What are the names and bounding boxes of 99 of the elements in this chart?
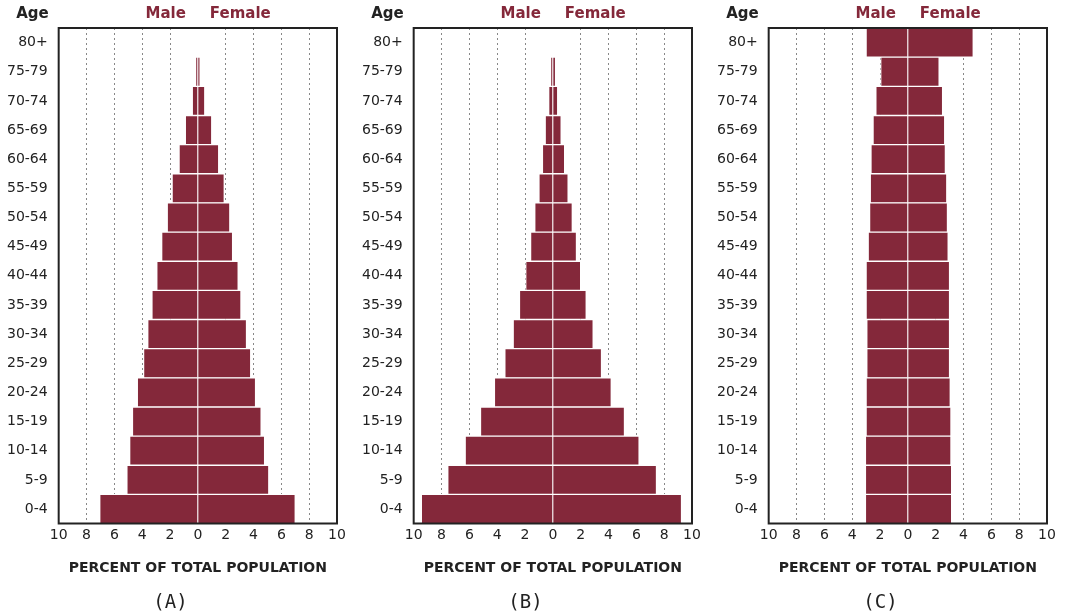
x-tick-label: 10 bbox=[683, 525, 701, 542]
x-tick-label: 6 bbox=[109, 525, 119, 542]
y-tick-label: 20-24 bbox=[6, 383, 48, 400]
y-tick-label: 20-24 bbox=[361, 383, 403, 400]
text: Male bbox=[145, 4, 186, 23]
text: Female bbox=[209, 4, 271, 23]
y-tick-label: 75-79 bbox=[716, 62, 758, 79]
y-tick-label: 25-29 bbox=[6, 353, 48, 370]
y-tick-label: 75-79 bbox=[361, 62, 403, 79]
x-tick-label: 2 bbox=[931, 525, 941, 542]
text: Female bbox=[564, 4, 626, 23]
x-tick-label: 10 bbox=[759, 525, 778, 542]
y-tick-label: 0-4 bbox=[734, 499, 758, 516]
y-tick-label: 50-54 bbox=[6, 208, 48, 225]
y-tick-label: 35-39 bbox=[716, 295, 758, 312]
y-axis-title: Age bbox=[726, 4, 759, 23]
y-tick-label: 35-39 bbox=[6, 295, 48, 312]
text: Male bbox=[500, 4, 541, 23]
text: (C) bbox=[863, 589, 898, 612]
y-tick-label: 25-29 bbox=[716, 353, 758, 370]
x-tick-label: 0 bbox=[903, 525, 913, 542]
x-tick-label: 0 bbox=[193, 525, 203, 542]
x-tick-label: 6 bbox=[986, 525, 996, 542]
x-tick-label: 6 bbox=[819, 525, 829, 542]
y-tick-label: 5-9 bbox=[24, 470, 48, 487]
y-tick-label: 0-4 bbox=[379, 499, 403, 516]
y-tick-label: 80+ bbox=[728, 33, 758, 50]
y-tick-label: 40-44 bbox=[716, 266, 758, 283]
y-tick-label: 30-34 bbox=[716, 324, 758, 341]
y-tick-label: 20-24 bbox=[716, 383, 758, 400]
x-tick-label: 6 bbox=[276, 525, 286, 542]
y-tick-label: 55-59 bbox=[6, 178, 48, 195]
x-tick-label: 2 bbox=[875, 525, 885, 542]
y-axis-title: Age bbox=[371, 4, 404, 23]
x-tick-label: 8 bbox=[304, 525, 314, 542]
y-tick-label: 60-64 bbox=[716, 149, 758, 166]
x-axis-title: PERCENT OF TOTAL POPULATION bbox=[68, 559, 327, 576]
x-tick-label: 10 bbox=[1038, 525, 1056, 542]
x-tick-label: 6 bbox=[631, 525, 641, 542]
x-tick-label: 4 bbox=[492, 525, 502, 542]
x-tick-label: 2 bbox=[165, 525, 175, 542]
y-tick-label: 30-34 bbox=[6, 324, 48, 341]
x-tick-label: 4 bbox=[137, 525, 147, 542]
y-tick-label: 40-44 bbox=[361, 266, 403, 283]
text: (A) bbox=[153, 589, 188, 612]
x-tick-label: 8 bbox=[792, 525, 801, 542]
y-tick-label: 15-19 bbox=[6, 412, 48, 429]
x-tick-label: 10 bbox=[49, 525, 68, 542]
y-tick-label: 15-19 bbox=[716, 412, 758, 429]
y-tick-label: 70-74 bbox=[716, 91, 758, 108]
y-tick-label: 35-39 bbox=[361, 295, 403, 312]
x-tick-label: 6 bbox=[464, 525, 474, 542]
y-tick-label: 65-69 bbox=[716, 120, 758, 137]
y-tick-label: 60-64 bbox=[6, 149, 48, 166]
x-tick-label: 4 bbox=[604, 525, 614, 542]
y-tick-label: 50-54 bbox=[361, 208, 403, 225]
x-tick-label: 4 bbox=[249, 525, 259, 542]
x-axis-title: PERCENT OF TOTAL POPULATION bbox=[778, 559, 1037, 576]
y-tick-label: 40-44 bbox=[6, 266, 48, 283]
y-tick-label: 70-74 bbox=[361, 91, 403, 108]
x-tick-label: 10 bbox=[328, 525, 346, 542]
y-tick-label: 50-54 bbox=[716, 208, 758, 225]
y-tick-label: 55-59 bbox=[716, 178, 758, 195]
x-tick-label: 0 bbox=[548, 525, 558, 542]
y-tick-label: 60-64 bbox=[361, 149, 403, 166]
x-axis-title: PERCENT OF TOTAL POPULATION bbox=[423, 559, 682, 576]
y-tick-label: 45-49 bbox=[6, 237, 48, 254]
series-label: Female bbox=[919, 4, 981, 23]
x-tick-label: 8 bbox=[82, 525, 91, 542]
text: (B) bbox=[508, 589, 543, 612]
y-axis-title: Age bbox=[16, 4, 49, 23]
y-tick-label: 10-14 bbox=[361, 441, 403, 458]
y-tick-label: 45-49 bbox=[361, 237, 403, 254]
y-tick-label: 80+ bbox=[373, 33, 403, 50]
y-tick-label: 80+ bbox=[18, 33, 48, 50]
x-tick-label: 2 bbox=[520, 525, 530, 542]
y-tick-label: 10-14 bbox=[6, 441, 48, 458]
y-tick-label: 5-9 bbox=[379, 470, 403, 487]
x-tick-label: 8 bbox=[1014, 525, 1024, 542]
x-tick-label: 10 bbox=[404, 525, 423, 542]
y-tick-label: 25-29 bbox=[361, 353, 403, 370]
y-tick-label: 30-34 bbox=[361, 324, 403, 341]
y-tick-label: 55-59 bbox=[361, 178, 403, 195]
y-tick-label: 10-14 bbox=[716, 441, 758, 458]
y-tick-label: 5-9 bbox=[734, 470, 758, 487]
y-tick-label: 65-69 bbox=[361, 120, 403, 137]
x-tick-label: 8 bbox=[437, 525, 446, 542]
x-tick-label: 4 bbox=[959, 525, 969, 542]
x-tick-label: 8 bbox=[659, 525, 669, 542]
y-tick-label: 15-19 bbox=[361, 412, 403, 429]
x-tick-label: 2 bbox=[576, 525, 586, 542]
y-tick-label: 65-69 bbox=[6, 120, 48, 137]
x-tick-label: 2 bbox=[221, 525, 231, 542]
y-tick-label: 70-74 bbox=[6, 91, 48, 108]
y-tick-label: 75-79 bbox=[6, 62, 48, 79]
y-tick-label: 0-4 bbox=[24, 499, 48, 516]
x-tick-label: 4 bbox=[847, 525, 857, 542]
series-label: Male bbox=[855, 4, 896, 23]
y-tick-label: 45-49 bbox=[716, 237, 758, 254]
